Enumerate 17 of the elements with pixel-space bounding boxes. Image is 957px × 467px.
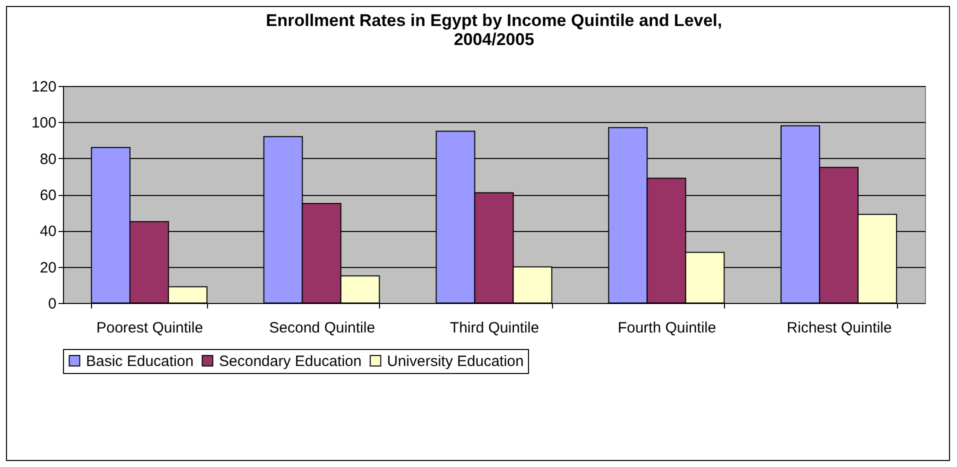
y-tick-label: 120 bbox=[31, 78, 56, 96]
legend-label: Secondary Education bbox=[219, 352, 362, 370]
y-tick-label: 60 bbox=[40, 187, 56, 204]
x-tick-label: Second Quintile bbox=[269, 320, 376, 336]
y-tick-label: 100 bbox=[31, 114, 56, 132]
y-tick-label: 80 bbox=[40, 150, 56, 168]
text: Enrollment Rates in Egypt by Income Quintile and Level, bbox=[266, 11, 722, 30]
legend-label: University Education bbox=[387, 352, 524, 370]
legend-label: Basic Education bbox=[86, 352, 194, 370]
y-tick-label: 20 bbox=[40, 259, 56, 276]
x-tick-label: Third Quintile bbox=[450, 320, 540, 336]
x-tick-label: Poorest Quintile bbox=[96, 320, 204, 336]
x-tick-label: Richest Quintile bbox=[786, 320, 892, 336]
y-tick-label: 40 bbox=[40, 223, 56, 240]
x-tick-label: Fourth Quintile bbox=[618, 320, 716, 336]
text: 2004/2005 bbox=[454, 30, 534, 49]
y-tick-label: 0 bbox=[48, 296, 56, 312]
